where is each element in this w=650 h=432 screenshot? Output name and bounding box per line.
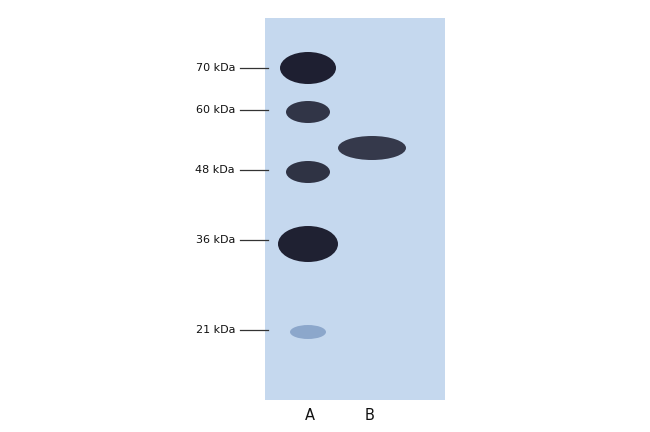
- Text: 60 kDa: 60 kDa: [196, 105, 235, 115]
- Ellipse shape: [286, 101, 330, 123]
- Text: 36 kDa: 36 kDa: [196, 235, 235, 245]
- Ellipse shape: [278, 226, 338, 262]
- Ellipse shape: [338, 136, 406, 160]
- Text: 48 kDa: 48 kDa: [196, 165, 235, 175]
- Ellipse shape: [280, 52, 336, 84]
- Text: 21 kDa: 21 kDa: [196, 325, 235, 335]
- Ellipse shape: [286, 161, 330, 183]
- Ellipse shape: [290, 325, 326, 339]
- Bar: [265, 18, 445, 400]
- Text: A: A: [305, 407, 315, 422]
- Text: 70 kDa: 70 kDa: [196, 63, 235, 73]
- Text: B: B: [365, 407, 375, 422]
